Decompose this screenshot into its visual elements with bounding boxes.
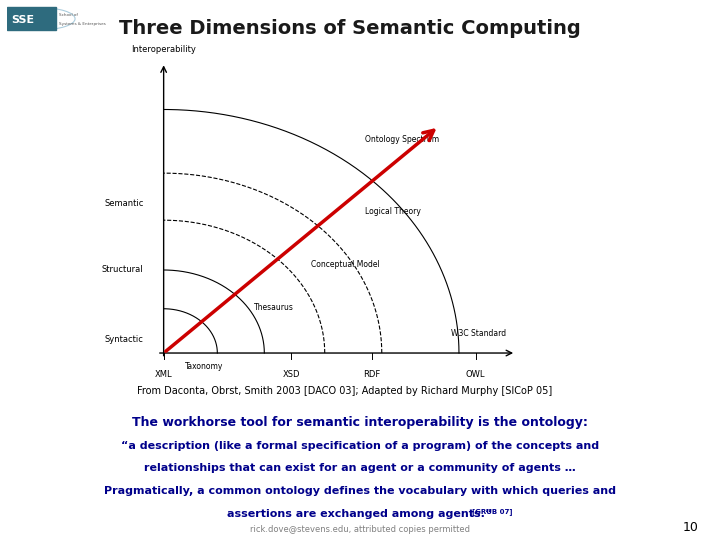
Text: Pragmatically, a common ontology defines the vocabulary with which queries and: Pragmatically, a common ontology defines… xyxy=(104,486,616,496)
Text: relationships that can exist for an agent or a community of agents …: relationships that can exist for an agen… xyxy=(144,463,576,474)
Text: [GRUB 07]: [GRUB 07] xyxy=(472,508,512,515)
Text: SSE: SSE xyxy=(11,15,34,25)
Text: OWL: OWL xyxy=(466,369,485,379)
Text: Semantic: Semantic xyxy=(104,199,143,208)
Text: 10: 10 xyxy=(683,521,698,534)
Text: “a description (like a formal specification of a program) of the concepts and: “a description (like a formal specificat… xyxy=(121,441,599,451)
Text: XSD: XSD xyxy=(282,369,300,379)
Text: School of: School of xyxy=(59,14,78,17)
Text: Ontology Spectrum: Ontology Spectrum xyxy=(365,136,439,144)
Bar xyxy=(7,8,56,30)
Text: Thesaurus: Thesaurus xyxy=(254,303,294,312)
Text: W3C Standard: W3C Standard xyxy=(451,329,506,338)
Text: From Daconta, Obrst, Smith 2003 [DACO 03]; Adapted by Richard Murphy [SICoP 05]: From Daconta, Obrst, Smith 2003 [DACO 03… xyxy=(137,386,552,396)
Text: XML: XML xyxy=(155,369,173,379)
Text: Syntactic: Syntactic xyxy=(104,335,143,343)
Text: Logical Theory: Logical Theory xyxy=(365,207,421,217)
Text: The workhorse tool for semantic interoperability is the ontology:: The workhorse tool for semantic interope… xyxy=(132,416,588,429)
Text: Interoperability: Interoperability xyxy=(131,45,196,54)
Text: Systems & Enterprises: Systems & Enterprises xyxy=(59,22,105,25)
Text: Structural: Structural xyxy=(102,266,143,274)
Text: Three Dimensions of Semantic Computing: Three Dimensions of Semantic Computing xyxy=(119,19,580,38)
Text: assertions are exchanged among agents.”: assertions are exchanged among agents.” xyxy=(228,509,492,519)
Text: rick.dove@stevens.edu, attributed copies permitted: rick.dove@stevens.edu, attributed copies… xyxy=(250,524,470,534)
Text: RDF: RDF xyxy=(363,369,380,379)
Text: Conceptual Model: Conceptual Model xyxy=(311,260,380,269)
Text: Taxonomy: Taxonomy xyxy=(185,362,223,372)
